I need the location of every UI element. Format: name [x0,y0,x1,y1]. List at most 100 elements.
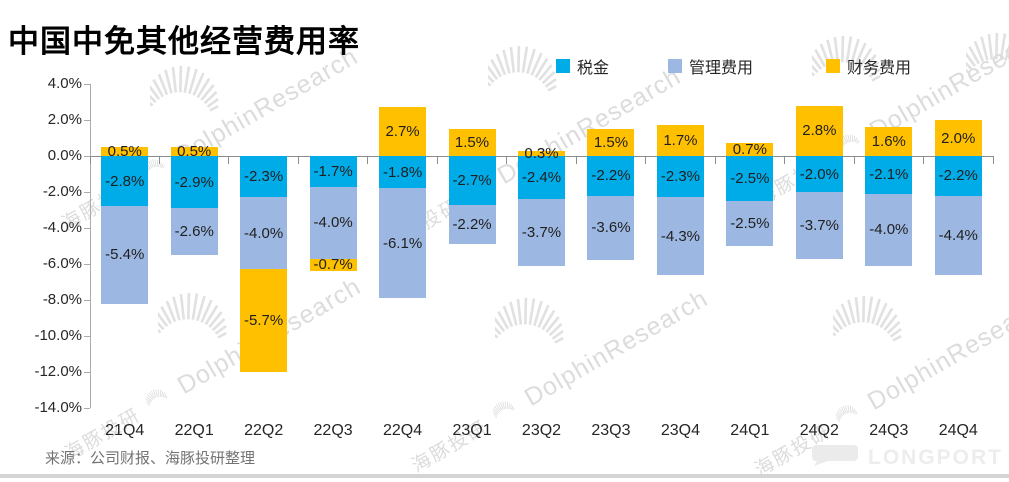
bar-segment [170,208,218,255]
bar-value-label: -2.1% [869,166,909,184]
bar-segment [379,156,427,189]
chart-title: 中国中免其他经营费用率 [8,24,360,59]
x-axis-label: 22Q1 [174,422,214,439]
legend: 税金 管理费用 财务费用 [0,54,1009,77]
x-axis-tick [784,156,786,164]
y-axis-label: -14.0% [34,399,82,416]
x-axis-tick [297,156,299,164]
bar-segment [656,156,704,198]
bar-value-label: -2.9% [174,173,214,191]
bar-segment [795,105,843,156]
bar-value-label: -4.0% [244,224,284,242]
bar-value-label: 1.7% [663,132,698,150]
x-axis-tick [853,156,855,164]
bar-value-label: -2.2% [591,167,631,185]
bar-value-label: -6.1% [382,234,423,252]
longport-flag-icon [808,443,860,472]
x-axis-label: 22Q3 [313,422,353,439]
legend-swatch [556,59,570,73]
bar-value-label: -2.0% [799,165,839,183]
bar-value-label: -3.7% [799,216,839,234]
bar-segment [656,197,704,275]
x-axis-label: 23Q1 [452,422,492,439]
bar-segment [934,120,982,156]
bar-value-label: -1.8% [382,163,423,181]
x-axis-label: 24Q4 [938,422,978,439]
x-axis-tick [992,156,994,164]
bar-segment [309,258,357,272]
y-axis-tick [84,191,90,193]
legend-label: 管理费用 [689,60,754,77]
y-axis-tick [84,371,90,373]
bar-segment [309,156,357,187]
bar-value-label: -2.6% [174,223,214,241]
bar-segment [101,206,149,304]
bar-segment [448,204,496,245]
bar-value-label: -4.0% [313,214,353,232]
bottom-border [0,474,1009,478]
bar-segment [379,188,427,299]
y-axis-tick [84,299,90,301]
x-axis-label: 24Q3 [869,422,909,439]
bar-value-label: -0.7% [313,256,353,274]
y-axis-label: 0.0% [47,147,82,164]
bar-segment [518,199,565,266]
y-axis-label: 4.0% [47,75,82,92]
bar-value-label: 0.5% [107,143,142,160]
bar-value-label: -3.7% [521,223,562,241]
longport-brand-text: LONGPORT [868,445,1003,469]
x-axis-tick [575,156,577,164]
bar-value-label: -2.3% [244,168,284,186]
y-axis-tick [84,227,90,229]
bar-segment [934,156,982,196]
bar-value-label: -2.2% [938,167,978,185]
bar-value-label: 0.3% [524,144,559,162]
bar-value-label: 0.7% [732,141,767,159]
x-axis-tick [89,156,91,164]
bar-value-label: -3.6% [591,219,631,237]
bar-segment [379,107,427,156]
bar-segment [726,201,774,246]
bar-segment [865,156,913,194]
x-axis-label: 24Q2 [799,422,839,439]
y-axis-tick [84,335,90,337]
y-axis-label: -8.0% [42,291,82,308]
bar-segment [170,156,218,209]
longport-brand: LONGPORT [808,443,1003,472]
bar-segment [587,129,635,156]
bar-value-label: -4.3% [660,227,701,245]
legend-swatch [826,59,840,73]
x-axis-tick [645,156,647,164]
bar-value-label: -4.4% [938,226,978,244]
bar-segment [934,195,982,275]
x-axis-tick [228,156,230,164]
bar-value-label: -2.3% [660,168,701,186]
bar-segment [795,192,843,259]
bar-value-label: 2.7% [385,123,420,141]
y-axis-label: -10.0% [34,327,82,344]
bar-segment [518,156,565,200]
y-axis-label: -2.0% [42,183,82,200]
legend-label: 财务费用 [847,60,912,77]
bar-value-label: 0.5% [177,143,212,160]
bar-segment [101,156,149,207]
bar-value-label: -5.4% [105,246,145,264]
x-axis-tick [714,156,716,164]
x-axis-label: 21Q4 [105,422,145,439]
bar-segment [726,143,774,156]
bar-segment [448,129,496,156]
bar-value-label: -2.2% [452,215,492,233]
bar-segment [240,197,288,270]
bar-segment [170,147,218,156]
bar-segment [726,156,774,201]
y-axis-label: -6.0% [42,255,82,272]
y-axis-tick [84,155,90,157]
bar-value-label: 2.8% [802,122,837,140]
x-axis-tick [367,156,369,164]
bar-segment [240,156,288,198]
bar-segment [865,127,913,156]
x-axis-tick [506,156,508,164]
x-axis-label: 24Q1 [730,422,770,439]
bar-segment [101,147,149,156]
